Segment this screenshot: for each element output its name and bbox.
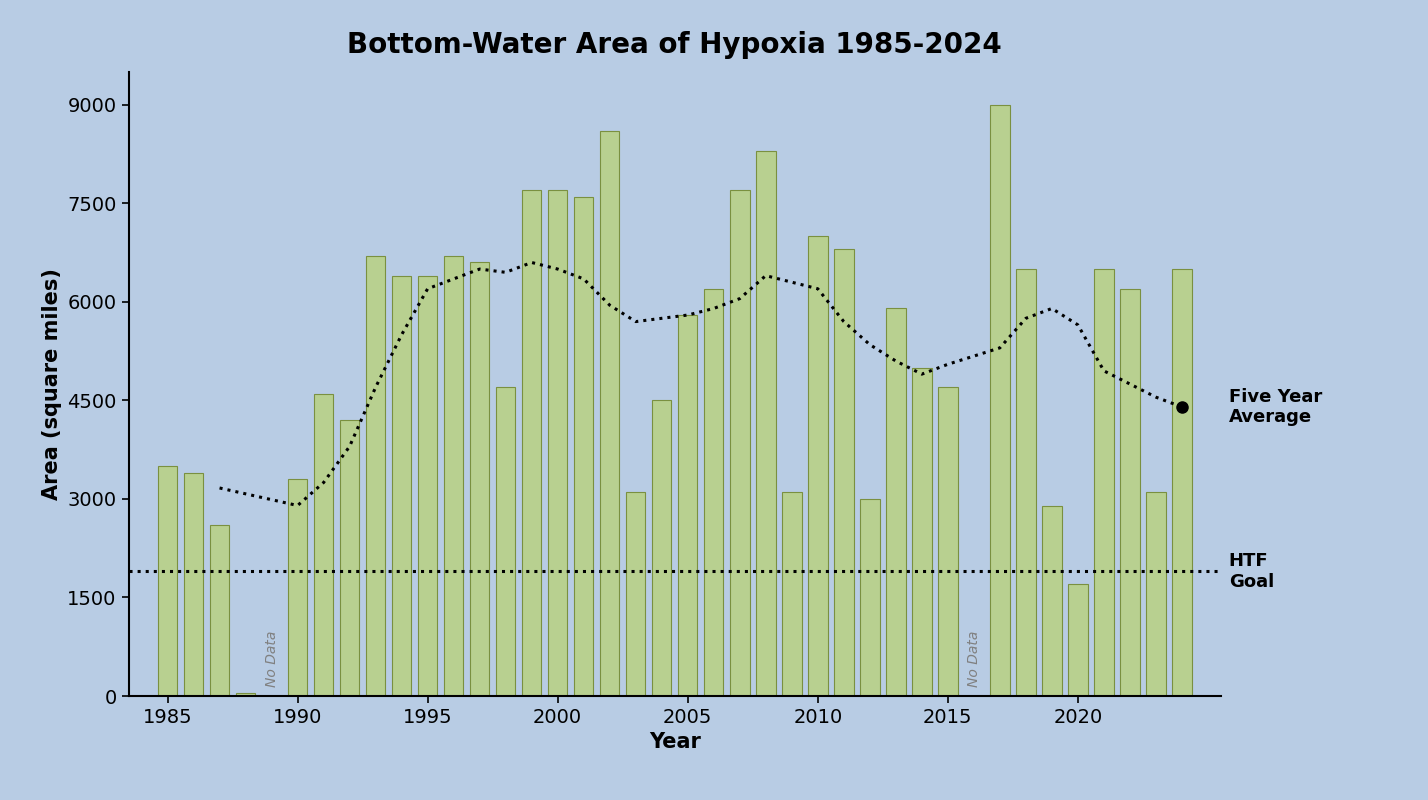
Bar [1120,289,1140,696]
Bar [157,466,177,696]
Title: Bottom-Water Area of Hypoxia 1985-2024: Bottom-Water Area of Hypoxia 1985-2024 [347,30,1002,58]
Bar [1172,269,1192,696]
Bar [1068,584,1088,696]
Bar [391,276,411,696]
Bar [288,479,307,696]
Bar [834,250,854,696]
Bar [236,694,256,696]
Bar [600,131,620,696]
Bar [678,315,697,696]
Text: No Data: No Data [264,631,278,687]
Text: HTF
Goal: HTF Goal [1228,552,1274,590]
Bar [885,309,905,696]
Bar [1147,492,1165,696]
Text: Five Year
Average: Five Year Average [1228,387,1322,426]
Bar [653,401,671,696]
Bar [496,387,516,696]
Bar [444,256,464,696]
Bar [548,190,567,696]
Bar [1017,269,1035,696]
Bar [783,492,801,696]
X-axis label: Year: Year [648,732,701,752]
Y-axis label: Area (square miles): Area (square miles) [41,268,61,500]
Bar [210,526,230,696]
Bar [704,289,724,696]
Bar [808,236,828,696]
Bar [860,499,880,696]
Bar [755,151,775,696]
Bar [990,105,1010,696]
Bar [730,190,750,696]
Bar [314,394,333,696]
Bar [340,420,360,696]
Bar [625,492,645,696]
Bar [912,367,931,696]
Bar [1094,269,1114,696]
Bar [184,473,203,696]
Bar [418,276,437,696]
Text: No Data: No Data [967,631,981,687]
Bar [938,387,958,696]
Bar [366,256,386,696]
Bar [470,262,490,696]
Bar [1042,506,1061,696]
Bar [521,190,541,696]
Bar [574,197,594,696]
